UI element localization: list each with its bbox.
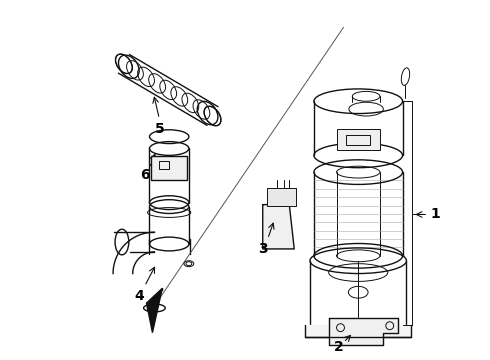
Bar: [267, 188, 296, 206]
Polygon shape: [263, 204, 294, 249]
Text: 2: 2: [334, 340, 343, 354]
Polygon shape: [329, 318, 397, 345]
Bar: [337, 129, 380, 150]
Text: 5: 5: [154, 122, 164, 136]
Bar: [346, 135, 370, 145]
Text: 1: 1: [430, 207, 440, 221]
Polygon shape: [147, 288, 162, 333]
Text: 3: 3: [258, 242, 268, 256]
Bar: [151, 156, 187, 180]
Text: 6: 6: [140, 168, 149, 182]
Text: 4: 4: [135, 289, 145, 303]
Bar: [159, 161, 169, 169]
Polygon shape: [305, 325, 412, 337]
